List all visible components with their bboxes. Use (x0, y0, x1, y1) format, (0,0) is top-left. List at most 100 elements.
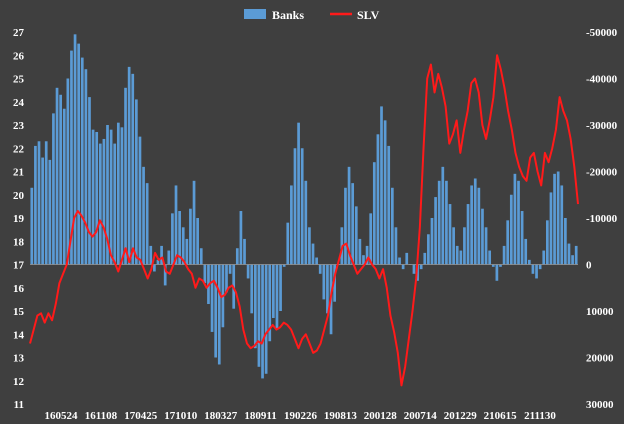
banks-bar (171, 213, 174, 265)
left-tick-label: 26 (13, 50, 25, 62)
banks-bar (538, 264, 542, 270)
banks-bar (448, 204, 452, 265)
banks-bar (322, 264, 326, 300)
banks-bar (354, 206, 358, 265)
banks-bar (517, 180, 520, 265)
banks-bar (113, 143, 117, 265)
banks-bar (120, 127, 124, 265)
banks-bar (326, 264, 329, 314)
banks-bar (315, 257, 318, 265)
banks-bar (437, 180, 441, 265)
banks-bar (163, 264, 167, 286)
slv-line (29, 54, 579, 387)
banks-bar (127, 66, 131, 265)
left-tick-label: 25 (13, 74, 25, 86)
x-tick-label: 170425 (124, 410, 158, 422)
banks-bar (488, 250, 492, 265)
x-tick-label: 190813 (324, 410, 358, 422)
banks-bar (77, 43, 81, 265)
banks-bar (102, 138, 106, 265)
banks-bar (481, 208, 484, 265)
banks-bar (311, 243, 315, 265)
banks-bar (300, 148, 304, 265)
left-tick-label: 15 (13, 306, 25, 318)
banks-bar (506, 220, 510, 265)
x-tick-label: 180911 (244, 410, 276, 422)
banks-bar (261, 264, 264, 379)
legend-swatch-banks (244, 9, 266, 19)
banks-bar (308, 227, 311, 265)
banks-bar (243, 238, 246, 265)
banks-bar (502, 245, 506, 265)
left-axis-ticks: 11 12 13 14 15 16 17 18 19 20 21 22 23 24 25 26 27 (13, 27, 25, 411)
legend: Banks SLV (244, 8, 380, 22)
banks-bar (441, 166, 445, 265)
banks-bar (196, 218, 199, 265)
legend-label-banks: Banks (272, 8, 304, 22)
banks-bar (59, 94, 62, 265)
banks-bar (351, 183, 355, 265)
left-tick-label: 21 (13, 167, 24, 179)
banks-bar (106, 125, 109, 265)
banks-bar (264, 264, 268, 374)
banks-bar (135, 99, 138, 265)
banks-bar (116, 122, 120, 265)
banks-bar (91, 129, 95, 265)
banks-bar (239, 211, 243, 265)
right-tick-label: -50000 (586, 27, 618, 39)
banks-bar (44, 141, 48, 265)
banks-bar (387, 145, 391, 265)
legend-label-slv: SLV (357, 8, 380, 22)
banks-bar (52, 113, 55, 265)
banks-bar (189, 208, 192, 265)
banks-bar (318, 264, 322, 274)
banks-bar (423, 252, 427, 265)
right-tick-label: 10000 (586, 306, 614, 318)
banks-bar (34, 145, 37, 265)
banks-bar (131, 73, 135, 265)
banks-bar (333, 264, 336, 302)
banks-bar (272, 264, 275, 318)
banks-bar (376, 134, 380, 265)
banks-bar (553, 173, 556, 265)
banks-bar (463, 227, 466, 265)
banks-bar (419, 264, 423, 270)
right-tick-label: -30000 (586, 120, 618, 132)
left-tick-label: 20 (13, 190, 25, 202)
banks-bar (549, 192, 553, 265)
banks-bar (253, 264, 257, 349)
banks-bar (192, 180, 196, 265)
left-tick-label: 19 (13, 213, 25, 225)
banks-bar (531, 264, 535, 274)
right-tick-label: -10000 (586, 213, 618, 225)
right-tick-label: 0 (586, 260, 592, 272)
banks-bar (228, 264, 232, 274)
banks-bar (304, 180, 308, 265)
banks-bar (37, 141, 41, 265)
banks-bars (30, 34, 578, 379)
banks-bar (210, 264, 214, 332)
banks-bar (564, 218, 567, 265)
x-tick-label: 180327 (204, 410, 238, 422)
banks-bar (513, 173, 517, 265)
right-tick-label: 30000 (586, 399, 614, 411)
banks-bar (484, 227, 488, 265)
banks-bar (250, 264, 254, 314)
banks-bar (149, 245, 153, 265)
banks-bar (520, 211, 524, 265)
banks-bar (246, 264, 250, 279)
banks-bar (362, 255, 365, 265)
banks-bar (390, 187, 394, 265)
banks-bar (394, 227, 398, 265)
banks-bar (509, 194, 513, 265)
banks-bar (142, 166, 145, 265)
banks-bar (275, 264, 279, 330)
banks-bar (70, 50, 73, 265)
banks-bar (95, 131, 99, 265)
banks-bar (214, 264, 218, 358)
left-tick-label: 22 (13, 143, 25, 155)
banks-bar (178, 211, 181, 265)
banks-bar (499, 264, 502, 267)
banks-bar (430, 218, 434, 265)
